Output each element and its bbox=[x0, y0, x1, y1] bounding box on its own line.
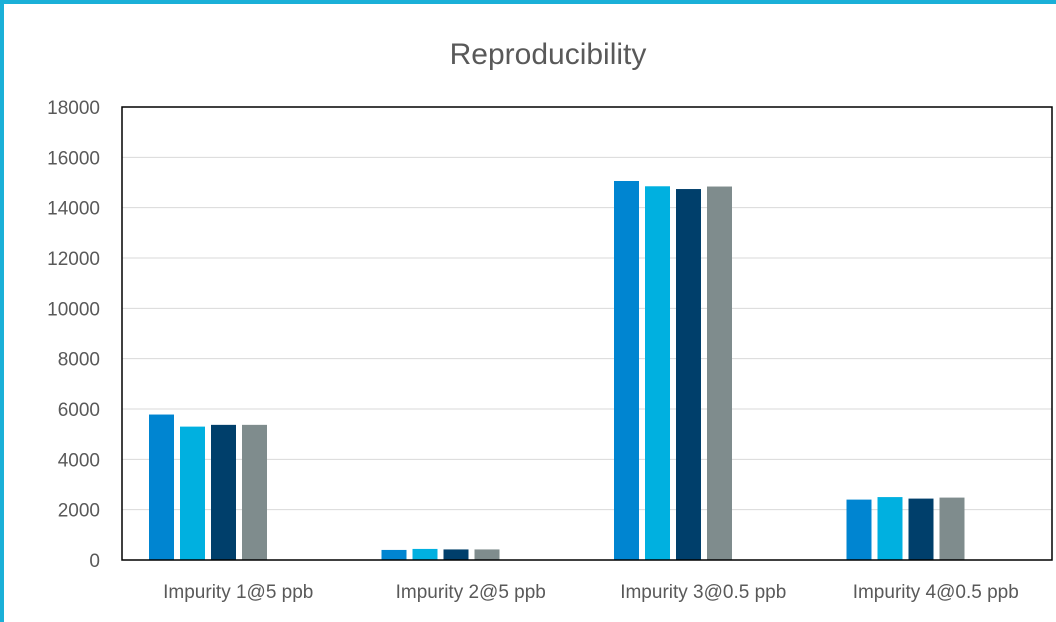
y-tick-label: 18000 bbox=[47, 98, 100, 119]
bar bbox=[676, 189, 701, 560]
bar bbox=[412, 548, 438, 560]
y-tick-label: 4000 bbox=[58, 450, 100, 471]
y-tick-label: 8000 bbox=[58, 350, 100, 371]
chart-title: Reproducibility bbox=[450, 38, 647, 71]
x-category-label: Impurity 1@5 ppb bbox=[163, 582, 313, 603]
bars bbox=[149, 180, 965, 561]
bar bbox=[707, 186, 732, 560]
bar bbox=[381, 549, 407, 560]
bar bbox=[939, 497, 965, 560]
bar bbox=[846, 499, 872, 560]
x-category-label: Impurity 3@0.5 ppb bbox=[620, 582, 786, 603]
y-tick-label: 14000 bbox=[47, 199, 100, 220]
bar bbox=[877, 497, 903, 560]
y-tick-label: 12000 bbox=[47, 249, 100, 270]
bar bbox=[149, 414, 174, 560]
y-tick-label: 6000 bbox=[58, 400, 100, 421]
y-axis-ticks: 0 2000 4000 6000 8000 10000 12000 14000 16000 180… bbox=[47, 98, 100, 572]
bar bbox=[211, 424, 236, 560]
bar bbox=[180, 426, 205, 560]
bar bbox=[645, 186, 670, 560]
y-tick-label: 10000 bbox=[47, 299, 100, 320]
x-axis-categories: Impurity 1@5 ppb Impurity 2@5 ppb Impurity… bbox=[163, 582, 1019, 603]
bar bbox=[242, 424, 267, 560]
y-tick-label: 0 bbox=[89, 551, 100, 572]
x-category-label: Impurity 2@5 ppb bbox=[396, 582, 546, 603]
plot-border bbox=[121, 106, 1053, 561]
y-tick-label: 2000 bbox=[58, 501, 100, 522]
bar bbox=[908, 498, 934, 560]
y-tick-label: 16000 bbox=[47, 148, 100, 169]
bar bbox=[443, 549, 469, 560]
x-category-label: Impurity 4@0.5 ppb bbox=[853, 582, 1019, 603]
bar bbox=[474, 549, 500, 560]
gridlines bbox=[122, 156, 1052, 511]
bar bbox=[614, 180, 639, 561]
